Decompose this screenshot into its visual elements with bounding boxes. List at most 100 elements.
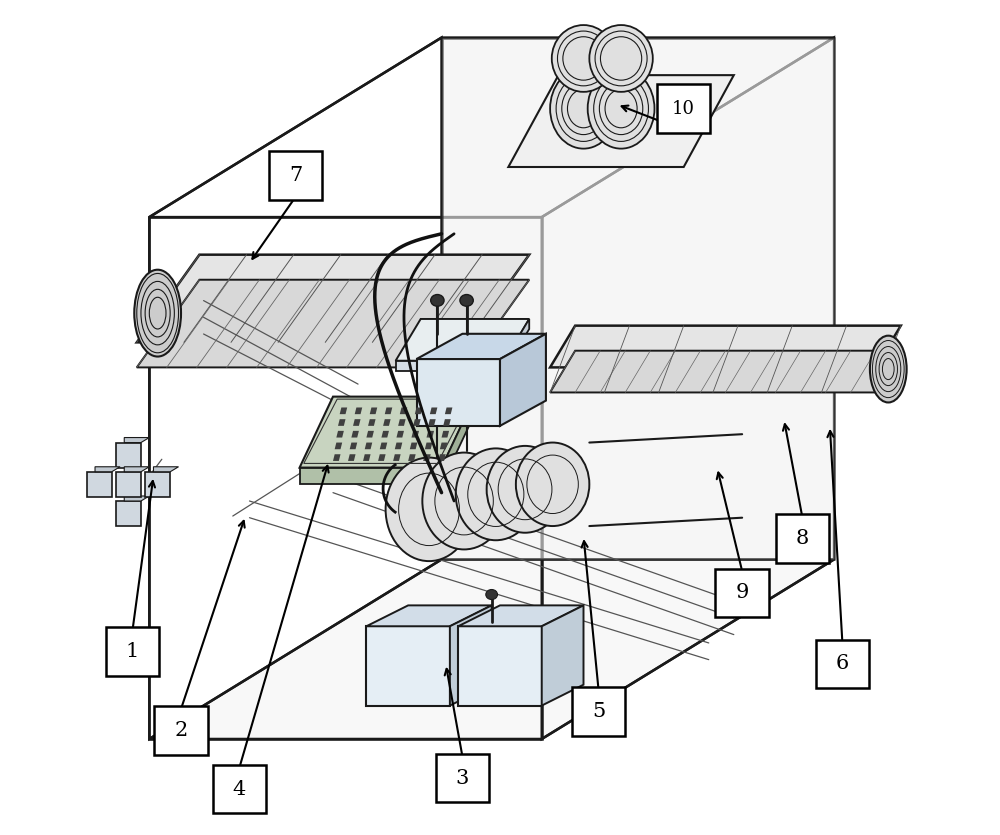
Polygon shape [370, 407, 377, 414]
Polygon shape [381, 431, 389, 438]
Polygon shape [116, 501, 141, 526]
Polygon shape [396, 361, 504, 371]
Polygon shape [153, 467, 179, 472]
Text: 4: 4 [233, 780, 246, 798]
Polygon shape [400, 407, 407, 414]
Polygon shape [445, 407, 452, 414]
FancyBboxPatch shape [154, 706, 208, 755]
Text: 6: 6 [836, 655, 849, 673]
Text: 9: 9 [735, 584, 749, 602]
Polygon shape [500, 334, 546, 426]
Ellipse shape [431, 295, 444, 306]
Ellipse shape [550, 68, 617, 149]
FancyBboxPatch shape [436, 754, 489, 802]
FancyBboxPatch shape [213, 765, 266, 813]
Polygon shape [300, 468, 442, 484]
Polygon shape [124, 438, 149, 443]
Polygon shape [366, 605, 492, 626]
Polygon shape [350, 443, 357, 449]
Polygon shape [95, 467, 120, 472]
Polygon shape [124, 496, 149, 501]
Polygon shape [415, 407, 422, 414]
Polygon shape [416, 334, 546, 359]
Ellipse shape [588, 68, 654, 149]
Polygon shape [442, 38, 834, 559]
Polygon shape [149, 559, 834, 739]
Ellipse shape [422, 453, 506, 549]
Polygon shape [385, 407, 392, 414]
Polygon shape [395, 443, 402, 449]
Polygon shape [425, 443, 432, 449]
Polygon shape [338, 419, 346, 426]
Polygon shape [393, 454, 401, 461]
Polygon shape [442, 431, 449, 438]
Polygon shape [383, 419, 391, 426]
Polygon shape [363, 454, 371, 461]
Polygon shape [300, 397, 475, 468]
Polygon shape [368, 419, 376, 426]
Polygon shape [365, 443, 372, 449]
Polygon shape [396, 431, 404, 438]
Polygon shape [353, 419, 361, 426]
Polygon shape [124, 467, 149, 472]
Polygon shape [366, 431, 374, 438]
Ellipse shape [486, 590, 497, 600]
Polygon shape [348, 454, 356, 461]
Ellipse shape [516, 443, 589, 526]
Polygon shape [458, 626, 542, 706]
Polygon shape [440, 443, 447, 449]
Polygon shape [542, 605, 584, 706]
FancyBboxPatch shape [106, 627, 159, 676]
Text: 2: 2 [174, 721, 188, 740]
Polygon shape [87, 472, 112, 497]
Polygon shape [137, 255, 529, 342]
Polygon shape [423, 454, 431, 461]
Polygon shape [137, 280, 529, 367]
Text: 1: 1 [126, 642, 139, 660]
Text: 3: 3 [456, 769, 469, 787]
Ellipse shape [134, 270, 181, 357]
Polygon shape [116, 443, 141, 468]
Polygon shape [416, 359, 500, 426]
Polygon shape [145, 472, 170, 497]
Polygon shape [378, 454, 386, 461]
Polygon shape [116, 472, 141, 497]
Ellipse shape [487, 446, 563, 533]
Polygon shape [380, 443, 387, 449]
Ellipse shape [552, 25, 615, 92]
Polygon shape [336, 431, 344, 438]
Ellipse shape [456, 448, 536, 540]
Text: 5: 5 [592, 702, 605, 721]
Polygon shape [333, 454, 341, 461]
Polygon shape [504, 319, 529, 371]
Ellipse shape [386, 458, 472, 561]
Polygon shape [340, 407, 347, 414]
Polygon shape [351, 431, 359, 438]
Polygon shape [410, 443, 417, 449]
Ellipse shape [460, 295, 473, 306]
Polygon shape [413, 419, 421, 426]
Polygon shape [458, 605, 584, 626]
Polygon shape [438, 454, 446, 461]
Polygon shape [398, 419, 406, 426]
Polygon shape [427, 431, 434, 438]
Text: 10: 10 [672, 99, 695, 118]
FancyBboxPatch shape [816, 640, 869, 688]
Polygon shape [430, 407, 437, 414]
FancyBboxPatch shape [269, 151, 322, 200]
Ellipse shape [870, 336, 907, 402]
FancyBboxPatch shape [657, 84, 710, 133]
Polygon shape [443, 419, 451, 426]
Polygon shape [355, 407, 362, 414]
Polygon shape [550, 351, 901, 392]
Polygon shape [450, 605, 492, 706]
FancyBboxPatch shape [715, 569, 769, 617]
Polygon shape [335, 443, 342, 449]
Polygon shape [508, 75, 734, 167]
Polygon shape [366, 626, 450, 706]
FancyBboxPatch shape [572, 687, 625, 736]
Polygon shape [396, 319, 529, 361]
Polygon shape [428, 419, 436, 426]
FancyBboxPatch shape [776, 514, 829, 563]
Polygon shape [442, 397, 475, 484]
